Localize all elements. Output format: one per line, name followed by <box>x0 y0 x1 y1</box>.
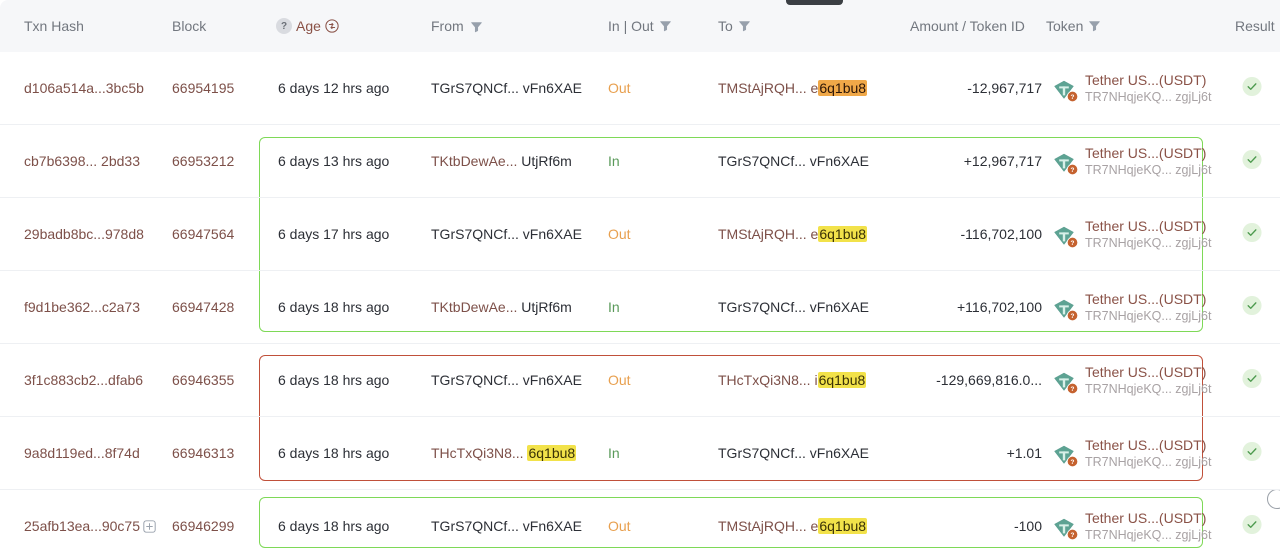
svg-text:?: ? <box>1071 240 1075 247</box>
svg-text:?: ? <box>1071 313 1075 320</box>
svg-text:?: ? <box>1071 532 1075 539</box>
svg-text:?: ? <box>1071 94 1075 101</box>
svg-text:?: ? <box>1071 167 1075 174</box>
svg-text:?: ? <box>1071 386 1075 393</box>
svg-text:?: ? <box>1071 459 1075 466</box>
